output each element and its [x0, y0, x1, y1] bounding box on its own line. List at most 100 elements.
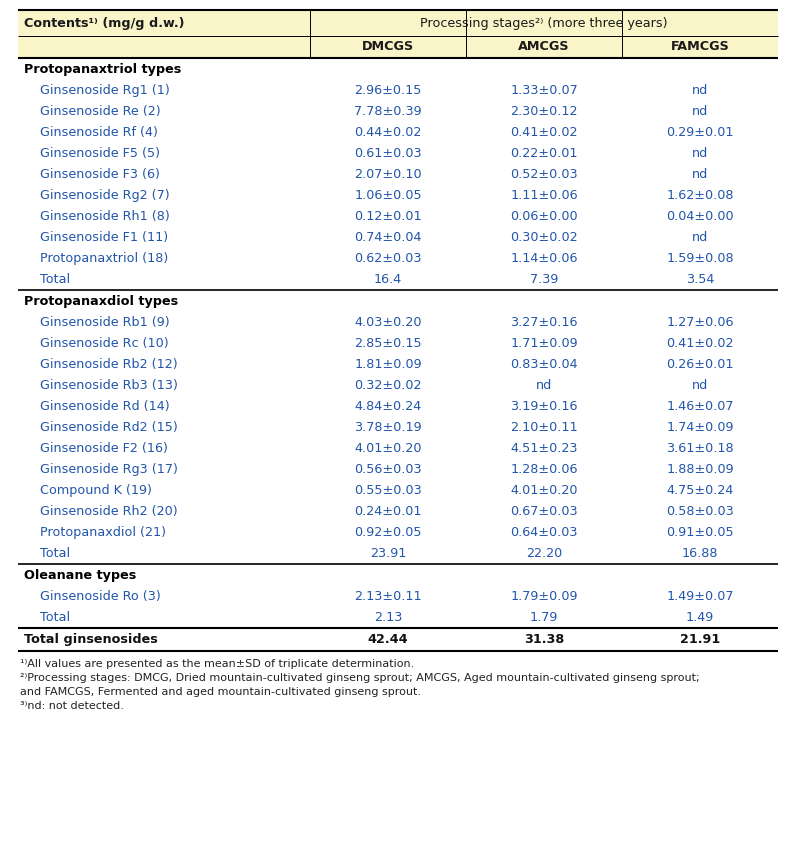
- Text: 16.88: 16.88: [681, 547, 718, 560]
- Text: 1.59±0.08: 1.59±0.08: [666, 252, 734, 265]
- Text: ¹⁾All values are presented as the mean±SD of triplicate determination.: ¹⁾All values are presented as the mean±S…: [20, 659, 414, 669]
- Text: 2.07±0.10: 2.07±0.10: [354, 168, 422, 181]
- Text: Total: Total: [40, 611, 70, 624]
- Text: 22.20: 22.20: [526, 547, 562, 560]
- Text: Ginsenoside F3 (6): Ginsenoside F3 (6): [40, 168, 160, 181]
- Text: 2.85±0.15: 2.85±0.15: [354, 337, 422, 350]
- Bar: [18, 10, 778, 58]
- Text: 0.12±0.01: 0.12±0.01: [354, 210, 422, 223]
- Text: 4.03±0.20: 4.03±0.20: [354, 316, 422, 329]
- Text: Ginsenoside Rh2 (20): Ginsenoside Rh2 (20): [40, 505, 178, 518]
- Text: Ginsenoside F2 (16): Ginsenoside F2 (16): [40, 442, 168, 455]
- Text: 2.30±0.12: 2.30±0.12: [510, 105, 578, 118]
- Text: ²⁾Processing stages: DMCG, Dried mountain-cultivated ginseng sprout; AMCGS, Aged: ²⁾Processing stages: DMCG, Dried mountai…: [20, 673, 700, 683]
- Text: AMCGS: AMCGS: [518, 41, 570, 53]
- Text: Total: Total: [40, 273, 70, 286]
- Text: DMCGS: DMCGS: [362, 41, 414, 53]
- Text: Ginsenoside Rg1 (1): Ginsenoside Rg1 (1): [40, 84, 170, 97]
- Text: Contents¹⁾ (mg/g d.w.): Contents¹⁾ (mg/g d.w.): [24, 17, 185, 30]
- Text: 1.81±0.09: 1.81±0.09: [354, 358, 422, 371]
- Text: 2.96±0.15: 2.96±0.15: [354, 84, 422, 97]
- Text: 0.92±0.05: 0.92±0.05: [354, 526, 422, 539]
- Text: FAMCGS: FAMCGS: [670, 41, 729, 53]
- Text: Ginsenoside F1 (11): Ginsenoside F1 (11): [40, 231, 168, 244]
- Text: 0.04±0.00: 0.04±0.00: [666, 210, 734, 223]
- Text: Protopanaxtriol types: Protopanaxtriol types: [24, 62, 181, 75]
- Text: 4.01±0.20: 4.01±0.20: [354, 442, 422, 455]
- Text: 1.06±0.05: 1.06±0.05: [354, 189, 422, 202]
- Text: Ginsenoside Rg3 (17): Ginsenoside Rg3 (17): [40, 463, 178, 476]
- Text: Ginsenoside Rb3 (13): Ginsenoside Rb3 (13): [40, 379, 178, 392]
- Text: 0.83±0.04: 0.83±0.04: [510, 358, 578, 371]
- Text: 0.52±0.03: 0.52±0.03: [510, 168, 578, 181]
- Text: 0.58±0.03: 0.58±0.03: [666, 505, 734, 518]
- Text: 1.33±0.07: 1.33±0.07: [510, 84, 578, 97]
- Text: 3.78±0.19: 3.78±0.19: [354, 421, 422, 434]
- Text: Total ginsenosides: Total ginsenosides: [24, 633, 158, 646]
- Text: Protopanaxtriol (18): Protopanaxtriol (18): [40, 252, 168, 265]
- Text: 31.38: 31.38: [524, 633, 564, 646]
- Text: nd: nd: [692, 84, 708, 97]
- Text: 0.62±0.03: 0.62±0.03: [354, 252, 422, 265]
- Text: 1.14±0.06: 1.14±0.06: [510, 252, 578, 265]
- Text: 0.74±0.04: 0.74±0.04: [354, 231, 422, 244]
- Text: 0.24±0.01: 0.24±0.01: [354, 505, 422, 518]
- Text: Total: Total: [40, 547, 70, 560]
- Text: 1.28±0.06: 1.28±0.06: [510, 463, 578, 476]
- Text: 0.32±0.02: 0.32±0.02: [354, 379, 422, 392]
- Text: 0.29±0.01: 0.29±0.01: [666, 126, 734, 139]
- Text: 1.71±0.09: 1.71±0.09: [510, 337, 578, 350]
- Text: 1.88±0.09: 1.88±0.09: [666, 463, 734, 476]
- Text: 0.41±0.02: 0.41±0.02: [510, 126, 578, 139]
- Text: 42.44: 42.44: [368, 633, 408, 646]
- Text: Protopanaxdiol (21): Protopanaxdiol (21): [40, 526, 166, 539]
- Text: 0.44±0.02: 0.44±0.02: [354, 126, 422, 139]
- Text: 1.49: 1.49: [686, 611, 714, 624]
- Text: 0.56±0.03: 0.56±0.03: [354, 463, 422, 476]
- Text: nd: nd: [536, 379, 552, 392]
- Text: 0.91±0.05: 0.91±0.05: [666, 526, 734, 539]
- Text: Protopanaxdiol types: Protopanaxdiol types: [24, 295, 178, 307]
- Text: nd: nd: [692, 147, 708, 160]
- Text: Compound K (19): Compound K (19): [40, 484, 152, 497]
- Text: nd: nd: [692, 231, 708, 244]
- Text: 1.46±0.07: 1.46±0.07: [666, 400, 734, 413]
- Text: 7.39: 7.39: [530, 273, 558, 286]
- Text: nd: nd: [692, 168, 708, 181]
- Text: Processing stages²⁾ (more three years): Processing stages²⁾ (more three years): [420, 17, 668, 30]
- Text: Ginsenoside Ro (3): Ginsenoside Ro (3): [40, 590, 161, 603]
- Text: 4.75±0.24: 4.75±0.24: [666, 484, 734, 497]
- Text: 3.19±0.16: 3.19±0.16: [510, 400, 578, 413]
- Text: 3.61±0.18: 3.61±0.18: [666, 442, 734, 455]
- Text: Ginsenoside Rb2 (12): Ginsenoside Rb2 (12): [40, 358, 178, 371]
- Text: 0.67±0.03: 0.67±0.03: [510, 505, 578, 518]
- Text: 7.78±0.39: 7.78±0.39: [354, 105, 422, 118]
- Text: 23.91: 23.91: [370, 547, 406, 560]
- Text: 0.41±0.02: 0.41±0.02: [666, 337, 734, 350]
- Text: 4.01±0.20: 4.01±0.20: [510, 484, 578, 497]
- Text: 1.49±0.07: 1.49±0.07: [666, 590, 734, 603]
- Text: 0.26±0.01: 0.26±0.01: [666, 358, 734, 371]
- Text: Ginsenoside F5 (5): Ginsenoside F5 (5): [40, 147, 160, 160]
- Text: Ginsenoside Rg2 (7): Ginsenoside Rg2 (7): [40, 189, 170, 202]
- Text: and FAMCGS, Fermented and aged mountain-cultivated ginseng sprout.: and FAMCGS, Fermented and aged mountain-…: [20, 687, 421, 697]
- Text: Ginsenoside Rc (10): Ginsenoside Rc (10): [40, 337, 169, 350]
- Text: 3.27±0.16: 3.27±0.16: [510, 316, 578, 329]
- Text: 1.27±0.06: 1.27±0.06: [666, 316, 734, 329]
- Text: 1.62±0.08: 1.62±0.08: [666, 189, 734, 202]
- Text: 0.30±0.02: 0.30±0.02: [510, 231, 578, 244]
- Text: nd: nd: [692, 379, 708, 392]
- Text: 2.13: 2.13: [374, 611, 402, 624]
- Text: Ginsenoside Re (2): Ginsenoside Re (2): [40, 105, 161, 118]
- Text: 0.61±0.03: 0.61±0.03: [354, 147, 422, 160]
- Text: Ginsenoside Rf (4): Ginsenoside Rf (4): [40, 126, 158, 139]
- Text: Ginsenoside Rh1 (8): Ginsenoside Rh1 (8): [40, 210, 170, 223]
- Text: 3.54: 3.54: [686, 273, 714, 286]
- Text: 4.84±0.24: 4.84±0.24: [354, 400, 422, 413]
- Text: ³⁾nd: not detected.: ³⁾nd: not detected.: [20, 701, 124, 711]
- Text: 1.79±0.09: 1.79±0.09: [510, 590, 578, 603]
- Text: 2.13±0.11: 2.13±0.11: [354, 590, 422, 603]
- Text: Ginsenoside Rb1 (9): Ginsenoside Rb1 (9): [40, 316, 170, 329]
- Text: 1.11±0.06: 1.11±0.06: [510, 189, 578, 202]
- Text: Oleanane types: Oleanane types: [24, 569, 136, 582]
